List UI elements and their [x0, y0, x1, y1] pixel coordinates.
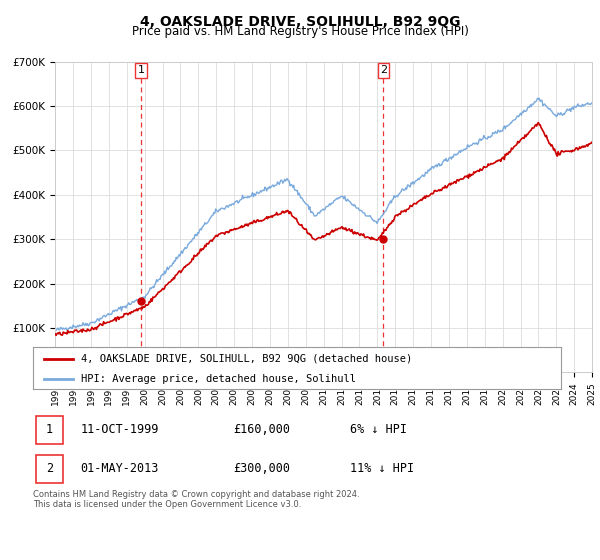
Text: 01-MAY-2013: 01-MAY-2013 — [80, 463, 159, 475]
Text: £300,000: £300,000 — [233, 463, 290, 475]
Text: 2: 2 — [46, 463, 53, 475]
Text: 6% ↓ HPI: 6% ↓ HPI — [350, 423, 407, 436]
Text: 1: 1 — [137, 66, 145, 76]
Text: 11% ↓ HPI: 11% ↓ HPI — [350, 463, 414, 475]
Text: Contains HM Land Registry data © Crown copyright and database right 2024.
This d: Contains HM Land Registry data © Crown c… — [33, 490, 359, 510]
Text: 2: 2 — [380, 66, 387, 76]
Text: HPI: Average price, detached house, Solihull: HPI: Average price, detached house, Soli… — [80, 374, 356, 384]
Text: 4, OAKSLADE DRIVE, SOLIHULL, B92 9QG: 4, OAKSLADE DRIVE, SOLIHULL, B92 9QG — [140, 15, 460, 29]
Text: 1: 1 — [46, 423, 53, 436]
Text: 4, OAKSLADE DRIVE, SOLIHULL, B92 9QG (detached house): 4, OAKSLADE DRIVE, SOLIHULL, B92 9QG (de… — [80, 353, 412, 363]
Text: £160,000: £160,000 — [233, 423, 290, 436]
Text: Price paid vs. HM Land Registry's House Price Index (HPI): Price paid vs. HM Land Registry's House … — [131, 25, 469, 38]
Text: 11-OCT-1999: 11-OCT-1999 — [80, 423, 159, 436]
FancyBboxPatch shape — [35, 416, 63, 444]
FancyBboxPatch shape — [35, 455, 63, 483]
